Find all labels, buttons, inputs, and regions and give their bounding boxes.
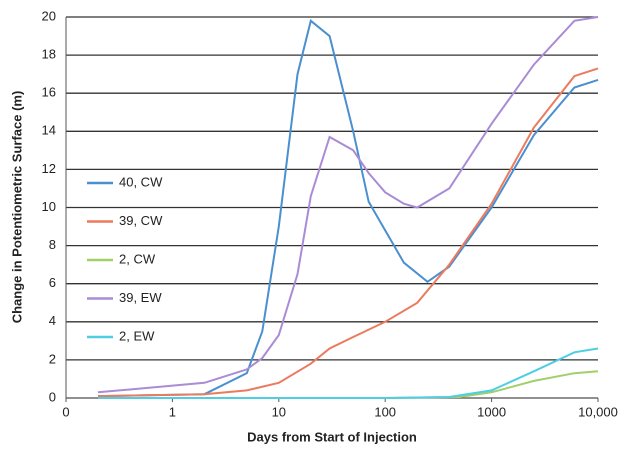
legend-label: 39, CW <box>119 213 163 228</box>
legend-bg <box>84 249 162 271</box>
x-tick-label: 1 <box>169 404 176 419</box>
x-tick-label: 100 <box>374 404 396 419</box>
legend-bg <box>84 210 162 233</box>
series-line <box>98 347 599 399</box>
legend-label: 40, CW <box>119 174 163 189</box>
y-axis-label: Change in Potentiometric Surface (m) <box>9 91 24 324</box>
series-line <box>97 67 599 398</box>
x-tick-label: 10 <box>272 404 286 419</box>
y-tick-label: 18 <box>42 47 56 62</box>
series-line <box>97 16 599 394</box>
x-tick-label: 10,000 <box>578 404 618 419</box>
y-tick-label: 12 <box>42 161 56 176</box>
y-tick-label: 8 <box>49 237 56 252</box>
legend-label: 39, EW <box>119 290 162 305</box>
x-tick-label: 0 <box>62 404 69 419</box>
y-tick-label: 6 <box>49 275 56 290</box>
x-axis-label: Days from Start of Injection <box>247 429 417 444</box>
y-tick-label: 14 <box>42 123 56 138</box>
legend-bg <box>84 326 162 348</box>
y-tick-label: 16 <box>42 85 56 100</box>
legend-label: 2, CW <box>119 251 156 266</box>
y-tick-label: 4 <box>49 313 56 328</box>
legend-bg <box>84 287 162 310</box>
series-line <box>97 19 599 398</box>
legend-bg <box>84 172 162 194</box>
y-tick-label: 0 <box>49 389 56 404</box>
y-tick-label: 2 <box>49 351 56 366</box>
legend-label: 2, EW <box>119 328 155 343</box>
y-tick-label: 10 <box>42 199 56 214</box>
y-tick-label: 20 <box>42 8 56 23</box>
x-tick-label: 1000 <box>477 404 506 419</box>
